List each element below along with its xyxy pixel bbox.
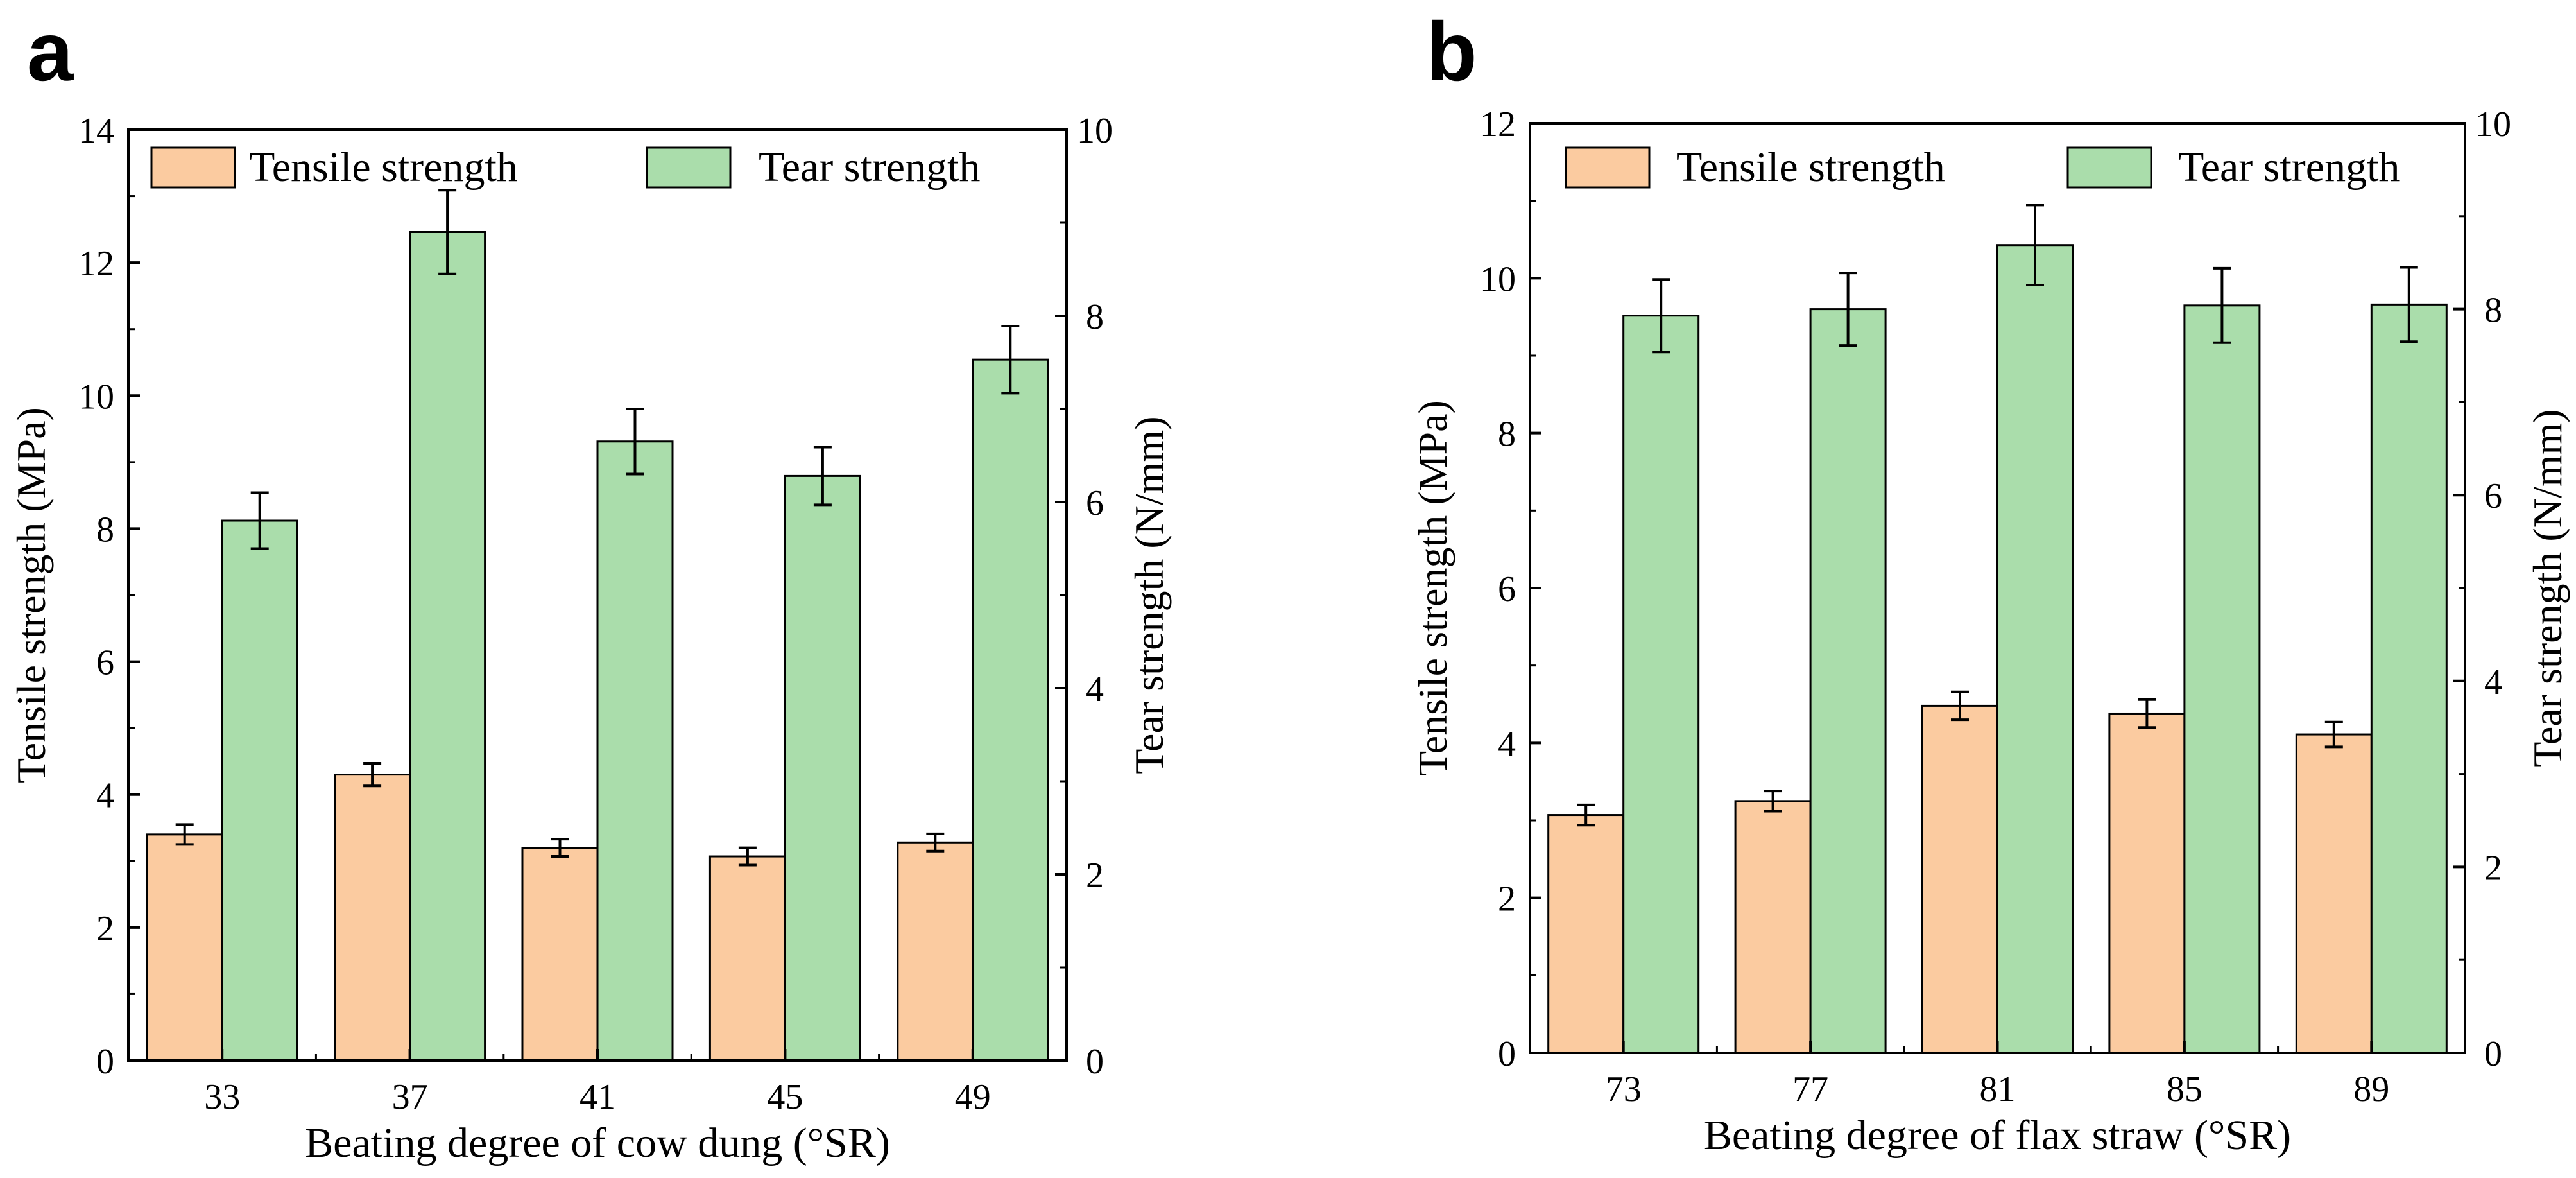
y-left-tick-label: 14: [78, 111, 114, 151]
y-right-tick-label: 8: [2484, 291, 2502, 331]
panel-b: b 0 2 4 6 8 10 12 0 2 4 6 8 10 73 77 81 85 89 Beating degre…: [1410, 4, 2570, 1159]
x-tick-label: 81: [1980, 1070, 2016, 1109]
x-axis-title: Beating degree of flax straw (°SR): [1704, 1112, 2291, 1159]
tear-bar: [596, 440, 674, 1062]
y-left-tick-label: 10: [78, 377, 114, 417]
y-right-tick-label: 6: [2484, 476, 2502, 516]
tensile-bar: [146, 833, 223, 1062]
y-right-tick-label: 8: [1086, 297, 1104, 337]
tensile-legend-swatch: [150, 146, 236, 189]
y-right-axis-title: Tear strength (N/mm): [2525, 409, 2570, 767]
panel-letter: b: [1426, 4, 1477, 98]
y-left-tick-label: 6: [1498, 569, 1516, 609]
tensile-bar: [334, 774, 411, 1062]
x-axis-title: Beating degree of cow dung (°SR): [305, 1120, 890, 1166]
x-tick-label: 49: [955, 1077, 991, 1117]
y-right-tick-label: 2: [1086, 856, 1104, 896]
y-left-tick-label: 12: [78, 244, 114, 284]
y-left-tick-label: 0: [96, 1042, 114, 1082]
x-tick-label: 85: [2167, 1070, 2202, 1109]
x-tick-label: 37: [392, 1077, 428, 1117]
y-left-tick-label: 8: [1498, 415, 1516, 455]
tensile-legend-label: Tensile strength: [1676, 144, 1945, 191]
y-left-axis-title: Tensile strength (MPa): [8, 407, 54, 783]
tear-legend-swatch: [2066, 146, 2152, 189]
y-right-tick-label: 0: [1086, 1042, 1104, 1082]
tear-legend-label: Tear strength: [759, 144, 980, 191]
tear-bar: [409, 231, 486, 1062]
y-left-tick-label: 8: [96, 510, 114, 550]
panel-letter: a: [27, 4, 74, 98]
tensile-bar: [1547, 814, 1625, 1054]
tensile-bar: [1734, 800, 1812, 1054]
tensile-legend-label: Tensile strength: [249, 144, 518, 191]
tear-bar: [1622, 315, 1700, 1054]
y-right-tick-label: 4: [2484, 663, 2502, 702]
tear-legend-label: Tear strength: [2178, 144, 2400, 191]
y-right-tick-label: 0: [2484, 1034, 2502, 1074]
tear-bar: [784, 474, 861, 1062]
y-right-axis-title: Tear strength (N/mm): [1126, 416, 1172, 774]
x-tick-label: 77: [1792, 1070, 1828, 1109]
y-right-tick-label: 10: [1077, 111, 1113, 151]
tear-bar: [2370, 303, 2448, 1054]
tear-legend-swatch: [646, 146, 732, 189]
y-right-tick-label: 10: [2475, 105, 2511, 144]
y-left-tick-label: 4: [96, 776, 114, 816]
tensile-legend-swatch: [1565, 146, 1651, 189]
panel-a: a 0 2 4 6 8 10 12 14 0 2 4 6 8 10 33 37 41 45 49 Beating deg…: [8, 4, 1172, 1166]
tensile-bar: [521, 847, 599, 1062]
y-left-tick-label: 4: [1498, 724, 1516, 764]
tear-bar: [1996, 244, 2074, 1054]
x-tick-label: 45: [767, 1077, 803, 1117]
tear-bar: [221, 519, 298, 1062]
y-right-tick-label: 6: [1086, 483, 1104, 523]
y-left-tick-label: 2: [1498, 879, 1516, 919]
x-tick-label: 89: [2353, 1070, 2389, 1109]
y-left-tick-label: 0: [1498, 1034, 1516, 1074]
x-tick-label: 73: [1606, 1070, 1642, 1109]
y-left-tick-label: 10: [1480, 259, 1516, 299]
y-left-tick-label: 6: [96, 643, 114, 683]
tensile-bar: [897, 841, 974, 1062]
y-left-axis-title: Tensile strength (MPa): [1410, 400, 1455, 776]
tear-bar: [1809, 308, 1887, 1054]
y-right-tick-label: 4: [1086, 670, 1104, 709]
tensile-bar: [2108, 712, 2186, 1054]
x-tick-label: 41: [580, 1077, 615, 1117]
y-left-tick-label: 2: [96, 909, 114, 949]
tear-bar: [2183, 304, 2261, 1054]
x-tick-label: 33: [204, 1077, 240, 1117]
tensile-bar: [708, 855, 786, 1062]
tensile-bar: [1921, 704, 1998, 1054]
tensile-bar: [2295, 733, 2373, 1054]
y-left-tick-label: 12: [1480, 105, 1516, 144]
tear-bar: [972, 358, 1049, 1062]
y-right-tick-label: 2: [2484, 848, 2502, 888]
